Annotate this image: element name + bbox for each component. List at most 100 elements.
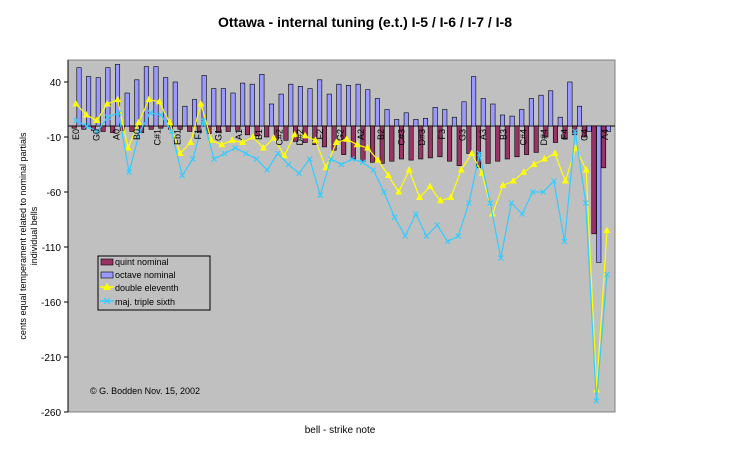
chart-title: Ottawa - internal tuning (e.t.) I-5 / I-…: [218, 14, 512, 30]
y-axis-label-line-1: cents equal temperament related to nomin…: [18, 132, 28, 340]
bar-octave-nominal: [596, 125, 602, 263]
marker-double-eleventh: [426, 182, 434, 189]
bar-octave-nominal: [509, 115, 515, 127]
marker-double-eleventh: [145, 95, 153, 103]
marker-double-eleventh: [447, 193, 455, 200]
bar-octave-nominal: [538, 94, 544, 127]
bar-octave-nominal: [115, 64, 121, 127]
x-tick-label: D#2: [295, 129, 305, 146]
x-tick-group: C#4: [519, 129, 529, 146]
bar-quint-nominal: [312, 125, 318, 146]
x-tick-labels: E0 G0 A0 B0 C#1 Eb1 F1 G1 A1 B1 C#2 D#2 F2 G2 A2 B2 C#3 D…: [71, 129, 610, 146]
marker-double-eleventh: [249, 133, 257, 140]
marker-maj-triple-sixth: [338, 161, 345, 168]
bar-octave-nominal: [577, 105, 583, 127]
marker-maj-triple-sixth: [104, 114, 111, 121]
marker-double-eleventh: [124, 144, 132, 151]
x-tick-group: Eb1: [173, 129, 183, 145]
marker-maj-triple-sixth: [317, 192, 324, 199]
bar-quint-nominal: [475, 125, 481, 169]
bar-octave-nominal: [548, 90, 554, 127]
x-tick-group: G0: [91, 129, 101, 141]
x-tick-group: F1: [193, 129, 203, 140]
marker-double-eleventh: [176, 149, 184, 156]
x-tick-group: D#2: [295, 129, 305, 146]
marker-maj-triple-sixth: [370, 167, 377, 173]
x-tick-group: G3: [458, 129, 468, 141]
bar-quint-nominal: [504, 125, 510, 160]
bar-octave-nominal: [471, 76, 477, 127]
marker-maj-triple-sixth: [359, 159, 366, 166]
x-tick-label: F4: [559, 129, 569, 140]
bar-octave-nominal: [490, 103, 496, 127]
marker-double-eleventh: [103, 100, 111, 107]
bar-octave-nominal: [163, 77, 169, 127]
bar-quint-nominal: [524, 125, 530, 155]
bar-quint-nominal: [552, 125, 558, 143]
marker-maj-triple-sixth: [551, 178, 557, 184]
bar-octave-nominal: [394, 119, 400, 127]
marker-maj-triple-sixth: [349, 156, 356, 162]
marker-double-eleventh: [416, 193, 424, 200]
marker-maj-triple-sixth: [327, 156, 334, 162]
bar-quint-nominal: [408, 125, 414, 161]
y-tick-label: -110: [42, 243, 62, 254]
bar-octave-nominal: [365, 89, 371, 127]
marker-double-eleventh: [509, 177, 517, 184]
marker-double-eleventh: [114, 95, 122, 103]
x-tick-label: D#3: [417, 129, 427, 146]
y-tick-label: -10: [47, 133, 62, 144]
marker-double-eleventh: [259, 144, 267, 151]
legend-label-octave: octave nominal: [115, 270, 176, 280]
marker-maj-triple-sixth: [158, 112, 164, 118]
x-tick-label: G2: [336, 129, 346, 141]
marker-maj-triple-sixth: [412, 211, 419, 217]
bar-quint-nominal: [533, 125, 539, 153]
bar-quint-nominal: [427, 125, 433, 159]
legend-box: [97, 255, 211, 311]
bar-octave-nominal: [153, 66, 159, 127]
marker-maj-triple-sixth: [561, 238, 568, 245]
bar-quint-nominal: [389, 125, 395, 162]
bar-octave-nominal: [124, 92, 130, 127]
x-tick-label: G3: [458, 129, 468, 141]
x-axis-label: bell - strike note: [305, 425, 376, 436]
marker-maj-triple-sixth: [296, 170, 302, 177]
marker-maj-triple-sixth: [221, 150, 228, 157]
y-axis-label-line-2: individual bells: [29, 206, 39, 265]
marker-maj-triple-sixth: [519, 211, 525, 217]
legend-swatch-eleventh-marker: [103, 283, 111, 290]
x-tick-label: A3: [478, 129, 488, 140]
bar-quint-nominal: [456, 125, 462, 166]
x-tick-group: C#1: [152, 129, 162, 146]
x-tick-group: A4: [600, 129, 610, 140]
bar-quint-nominal: [235, 125, 241, 131]
marker-maj-triple-sixth: [200, 117, 207, 124]
x-tick-group: A2: [356, 129, 366, 140]
marker-double-eleventh: [332, 138, 340, 145]
x-tick-label: F3: [437, 129, 447, 140]
x-tick-group: G2: [336, 129, 346, 141]
bar-quint-nominal: [71, 125, 77, 129]
x-tick-group: D#4: [539, 129, 549, 146]
marker-double-eleventh: [374, 156, 382, 163]
marker-maj-triple-sixth: [423, 233, 430, 239]
x-tick-group: C#3: [397, 129, 407, 146]
bar-octave-nominal: [374, 98, 380, 127]
marker-maj-triple-sixth: [381, 189, 387, 195]
marker-double-eleventh: [593, 386, 601, 393]
bar-quint-nominal: [485, 125, 491, 164]
bar-quint-nominal: [418, 125, 424, 160]
bar-octave-nominal: [288, 83, 294, 127]
marker-double-eleventh: [93, 116, 101, 123]
bar-quint-nominal: [447, 125, 453, 162]
y-tick-label: -60: [47, 188, 62, 199]
marker-double-eleventh: [291, 130, 299, 138]
x-tick-group: G4: [580, 129, 590, 141]
marker-maj-triple-sixth: [572, 128, 579, 135]
marker-maj-triple-sixth: [264, 167, 271, 173]
marker-maj-triple-sixth: [476, 150, 483, 157]
x-tick-group: C#2: [274, 129, 284, 146]
marker-double-eleventh: [364, 144, 372, 151]
x-tick-label: E0: [71, 129, 81, 140]
